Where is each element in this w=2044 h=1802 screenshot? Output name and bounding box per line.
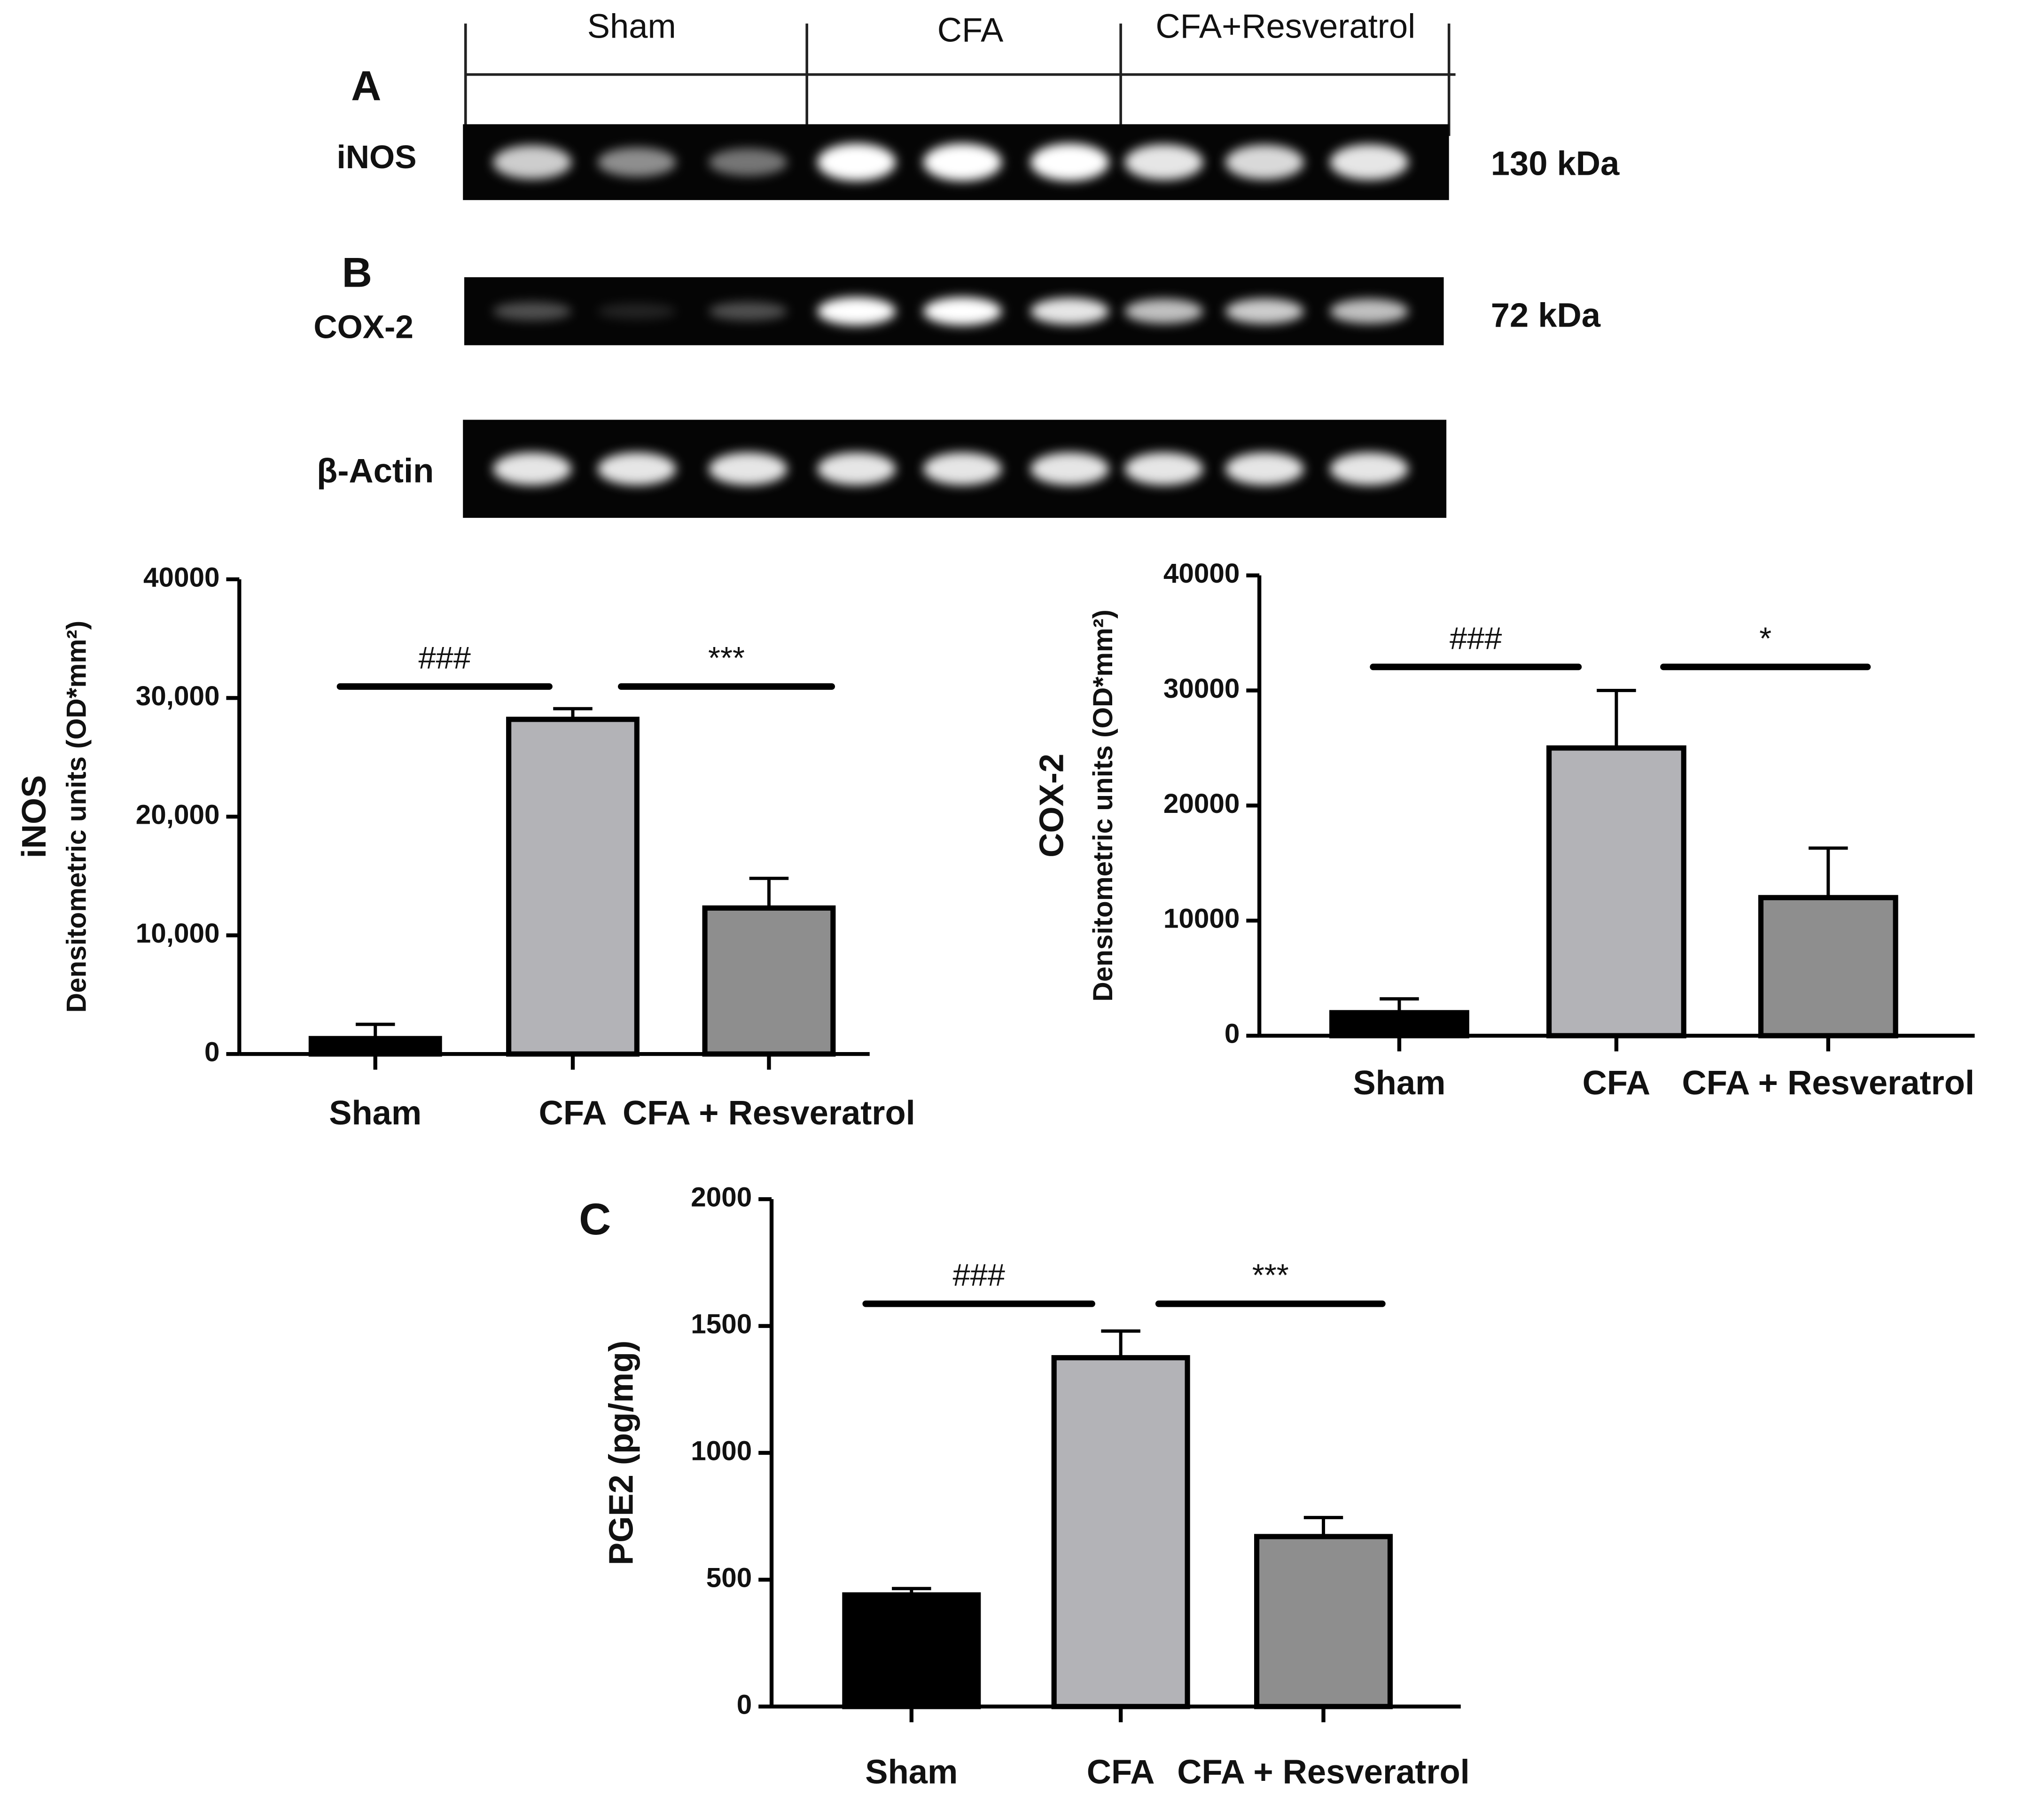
- group-label: CFA+Resveratrol: [1155, 8, 1415, 45]
- x-tick-label: CFA + Resveratrol: [623, 1094, 915, 1132]
- y-tick-label: 20,000: [136, 799, 220, 830]
- x-tick-label: CFA: [539, 1094, 607, 1132]
- x-tick-label: Sham: [1353, 1064, 1445, 1102]
- bar: [842, 1592, 981, 1709]
- bar: [308, 1036, 442, 1057]
- blot-band: [493, 452, 572, 485]
- blot-band: [597, 148, 676, 177]
- panel-label: C: [579, 1194, 611, 1244]
- x-tick-label: CFA: [1583, 1064, 1651, 1102]
- blot-band: [709, 302, 788, 320]
- row-label: β-Actin: [317, 452, 434, 490]
- blot-band: [817, 297, 896, 326]
- blot-band: [923, 297, 1002, 326]
- bar: [702, 905, 836, 1057]
- bar: [1051, 1355, 1190, 1709]
- blot-band: [923, 452, 1002, 485]
- y-tick-label: 500: [706, 1562, 752, 1593]
- blot-band: [493, 145, 572, 179]
- y-axis-label: iNOS: [16, 775, 53, 858]
- significance-label: ***: [1252, 1258, 1289, 1293]
- blot-band: [597, 303, 676, 320]
- blot-band: [709, 148, 788, 176]
- panel-label: A: [351, 62, 381, 109]
- y-axis-label: PGE2 (pg/mg): [603, 1341, 640, 1565]
- y-axis-label: COX-2: [1033, 754, 1070, 858]
- western-blot: Sham CFA CFA+Resveratrol A iNOS 130 kDa …: [313, 8, 1620, 518]
- bar: [1254, 1534, 1393, 1709]
- y-tick-label: 1000: [691, 1435, 752, 1466]
- blot-band: [817, 143, 896, 181]
- blot-band: [597, 452, 676, 485]
- y-tick-label: 20000: [1163, 788, 1240, 819]
- y-axis-label: Densitometric units (OD*mm²): [61, 621, 92, 1013]
- bar: [1546, 745, 1686, 1038]
- y-tick-label: 40000: [143, 562, 220, 593]
- blot-band: [1225, 145, 1304, 180]
- significance-label: ###: [952, 1258, 1005, 1293]
- blot-band: [923, 143, 1002, 181]
- y-tick-label: 2000: [691, 1182, 752, 1212]
- blot-band: [1124, 144, 1203, 180]
- blot-band: [1225, 298, 1304, 324]
- bar: [1329, 1010, 1469, 1038]
- y-tick-label: 0: [204, 1037, 220, 1068]
- y-tick-label: 1500: [691, 1309, 752, 1339]
- blot-band: [1124, 299, 1203, 324]
- y-tick-label: 30000: [1163, 673, 1240, 704]
- blot-band: [493, 302, 572, 320]
- group-label: Sham: [587, 8, 676, 45]
- blot-band: [817, 452, 896, 485]
- y-tick-label: 40000: [1163, 558, 1240, 589]
- y-tick-label: 0: [737, 1689, 752, 1720]
- blot-band: [1030, 297, 1109, 325]
- bar: [1758, 895, 1898, 1038]
- group-label: CFA: [937, 12, 1004, 49]
- blot-band: [1030, 143, 1109, 181]
- x-tick-label: CFA + Resveratrol: [1682, 1064, 1975, 1102]
- y-tick-label: 0: [1225, 1019, 1240, 1049]
- significance-label: *: [1759, 621, 1771, 656]
- x-tick-label: Sham: [329, 1094, 421, 1132]
- blot-band: [1124, 452, 1203, 485]
- bar: [506, 717, 640, 1057]
- blot-band: [1030, 452, 1109, 485]
- x-tick-label: Sham: [865, 1754, 958, 1791]
- y-axis-label: Densitometric units (OD*mm²): [1088, 609, 1118, 1001]
- y-tick-label: 10000: [1163, 904, 1240, 934]
- blot-band: [1330, 144, 1409, 180]
- significance-label: ###: [1450, 621, 1502, 656]
- row-label: COX-2: [313, 309, 413, 345]
- blot-band: [1330, 452, 1409, 485]
- y-tick-label: 10,000: [136, 918, 220, 949]
- panel-label: B: [342, 249, 372, 296]
- band-size: 72 kDa: [1491, 296, 1601, 334]
- row-label: iNOS: [336, 139, 416, 175]
- x-tick-label: CFA + Resveratrol: [1177, 1754, 1470, 1791]
- x-tick-label: CFA: [1087, 1754, 1155, 1791]
- blot-band: [1330, 299, 1409, 324]
- blot-band: [709, 452, 788, 485]
- significance-label: ***: [708, 641, 745, 676]
- y-tick-label: 30,000: [136, 681, 220, 711]
- significance-label: ###: [419, 641, 471, 676]
- band-size: 130 kDa: [1491, 145, 1620, 183]
- blot-band: [1225, 452, 1304, 485]
